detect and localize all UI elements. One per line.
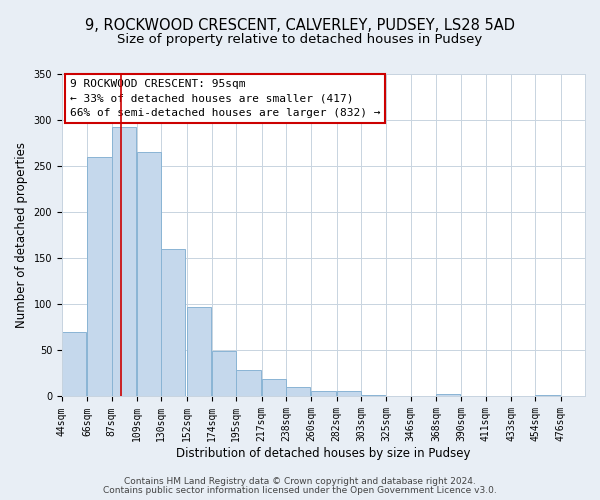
Bar — [137, 152, 161, 396]
Bar — [62, 332, 86, 396]
Bar — [112, 126, 136, 396]
Bar — [436, 394, 460, 396]
Text: Size of property relative to detached houses in Pudsey: Size of property relative to detached ho… — [118, 32, 482, 46]
Text: Contains HM Land Registry data © Crown copyright and database right 2024.: Contains HM Land Registry data © Crown c… — [124, 477, 476, 486]
Bar — [535, 394, 560, 396]
Y-axis label: Number of detached properties: Number of detached properties — [15, 142, 28, 328]
X-axis label: Distribution of detached houses by size in Pudsey: Distribution of detached houses by size … — [176, 447, 471, 460]
Bar — [236, 370, 260, 396]
Text: Contains public sector information licensed under the Open Government Licence v3: Contains public sector information licen… — [103, 486, 497, 495]
Text: 9 ROCKWOOD CRESCENT: 95sqm
← 33% of detached houses are smaller (417)
66% of sem: 9 ROCKWOOD CRESCENT: 95sqm ← 33% of deta… — [70, 79, 380, 118]
Bar — [262, 379, 286, 396]
Bar — [286, 388, 310, 396]
Bar — [361, 394, 385, 396]
Bar — [212, 352, 236, 397]
Bar — [187, 307, 211, 396]
Text: 9, ROCKWOOD CRESCENT, CALVERLEY, PUDSEY, LS28 5AD: 9, ROCKWOOD CRESCENT, CALVERLEY, PUDSEY,… — [85, 18, 515, 32]
Bar — [337, 391, 361, 396]
Bar — [311, 391, 335, 396]
Bar — [161, 249, 185, 396]
Bar — [88, 157, 112, 396]
